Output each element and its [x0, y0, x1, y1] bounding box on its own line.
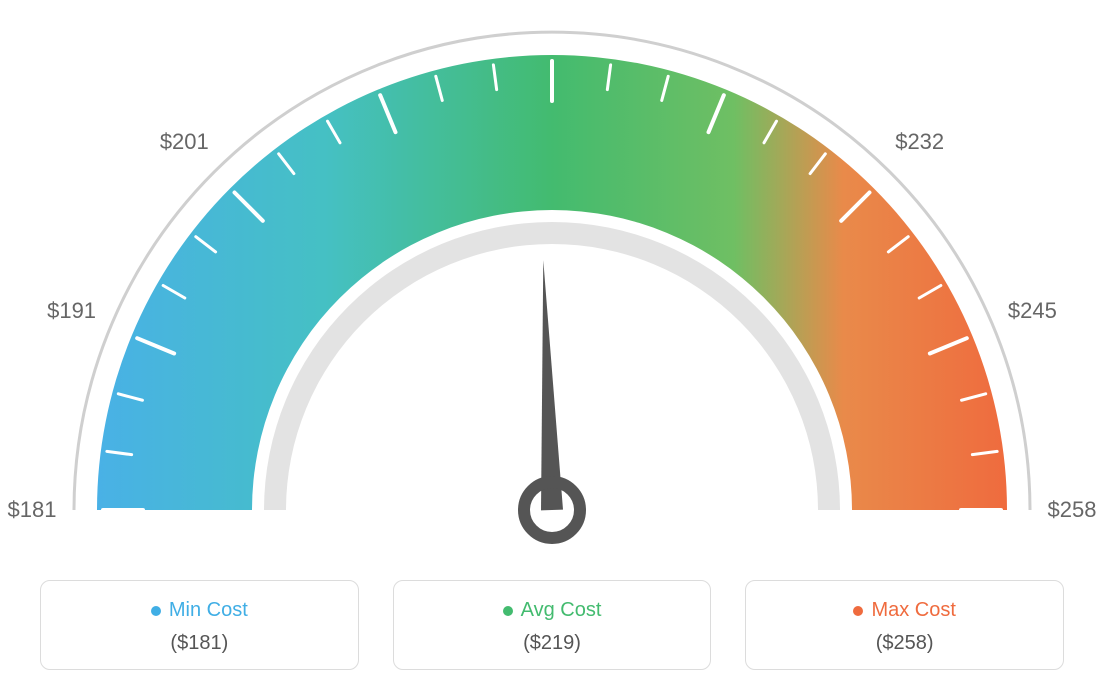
gauge-tick-label: $245 [1008, 298, 1057, 324]
gauge-tick-label: $191 [47, 298, 96, 324]
legend-item-avg: Avg Cost ($219) [393, 580, 712, 670]
gauge-tick-label: $201 [160, 129, 209, 155]
legend-label: Avg Cost [521, 599, 602, 622]
legend-title-avg: Avg Cost [503, 599, 602, 622]
dot-icon [853, 606, 863, 616]
dot-icon [503, 606, 513, 616]
legend-item-min: Min Cost ($181) [40, 580, 359, 670]
gauge-tick-label: $232 [895, 129, 944, 155]
gauge-svg [0, 0, 1104, 560]
gauge-chart: $181 $191 $201 $219 $232 $245 $258 [0, 0, 1104, 560]
gauge-tick-label: $258 [1048, 497, 1097, 523]
legend-value-avg: ($219) [404, 632, 701, 655]
legend-label: Min Cost [169, 599, 248, 622]
legend-label: Max Cost [871, 599, 955, 622]
legend-item-max: Max Cost ($258) [745, 580, 1064, 670]
legend-value-min: ($181) [51, 632, 348, 655]
gauge-tick-label: $219 [528, 0, 577, 3]
dot-icon [151, 606, 161, 616]
gauge-tick-label: $181 [8, 497, 57, 523]
legend: Min Cost ($181) Avg Cost ($219) Max Cost… [0, 580, 1104, 670]
legend-title-min: Min Cost [151, 599, 248, 622]
legend-title-max: Max Cost [853, 599, 955, 622]
legend-value-max: ($258) [756, 632, 1053, 655]
